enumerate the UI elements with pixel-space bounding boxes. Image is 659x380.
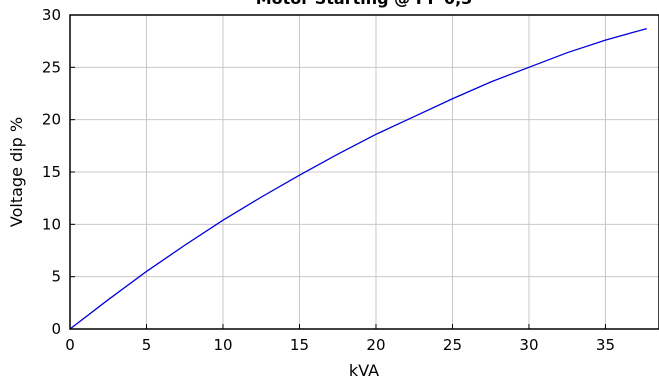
y-tick-label: 0	[51, 320, 61, 338]
tick-labels: 0 5 10 15 20 25 30 35 0 5 10 15 20 25 30	[42, 6, 615, 354]
x-tick-label: 10	[213, 336, 232, 354]
y-tick-label: 10	[42, 215, 61, 233]
x-tick-label: 20	[366, 336, 385, 354]
y-tick-label: 30	[42, 6, 61, 24]
x-tick-label: 30	[519, 336, 538, 354]
x-tick-label: 35	[596, 336, 615, 354]
chart-title: Motor Starting @ PF 0,3	[256, 0, 473, 8]
ticks	[69, 14, 606, 330]
grid	[69, 14, 659, 330]
y-tick-label: 5	[51, 268, 61, 286]
x-axis-title: kVA	[349, 361, 379, 380]
y-tick-label: 20	[42, 111, 61, 129]
x-tick-label: 25	[443, 336, 462, 354]
y-tick-label: 15	[42, 163, 61, 181]
x-tick-label: 5	[142, 336, 152, 354]
x-tick-label: 15	[290, 336, 309, 354]
y-tick-label: 25	[42, 58, 61, 76]
series-group	[69, 27, 647, 330]
x-tick-label: 0	[65, 336, 75, 354]
y-axis-title: Voltage dip %	[7, 117, 26, 227]
series-line-1	[69, 27, 647, 330]
